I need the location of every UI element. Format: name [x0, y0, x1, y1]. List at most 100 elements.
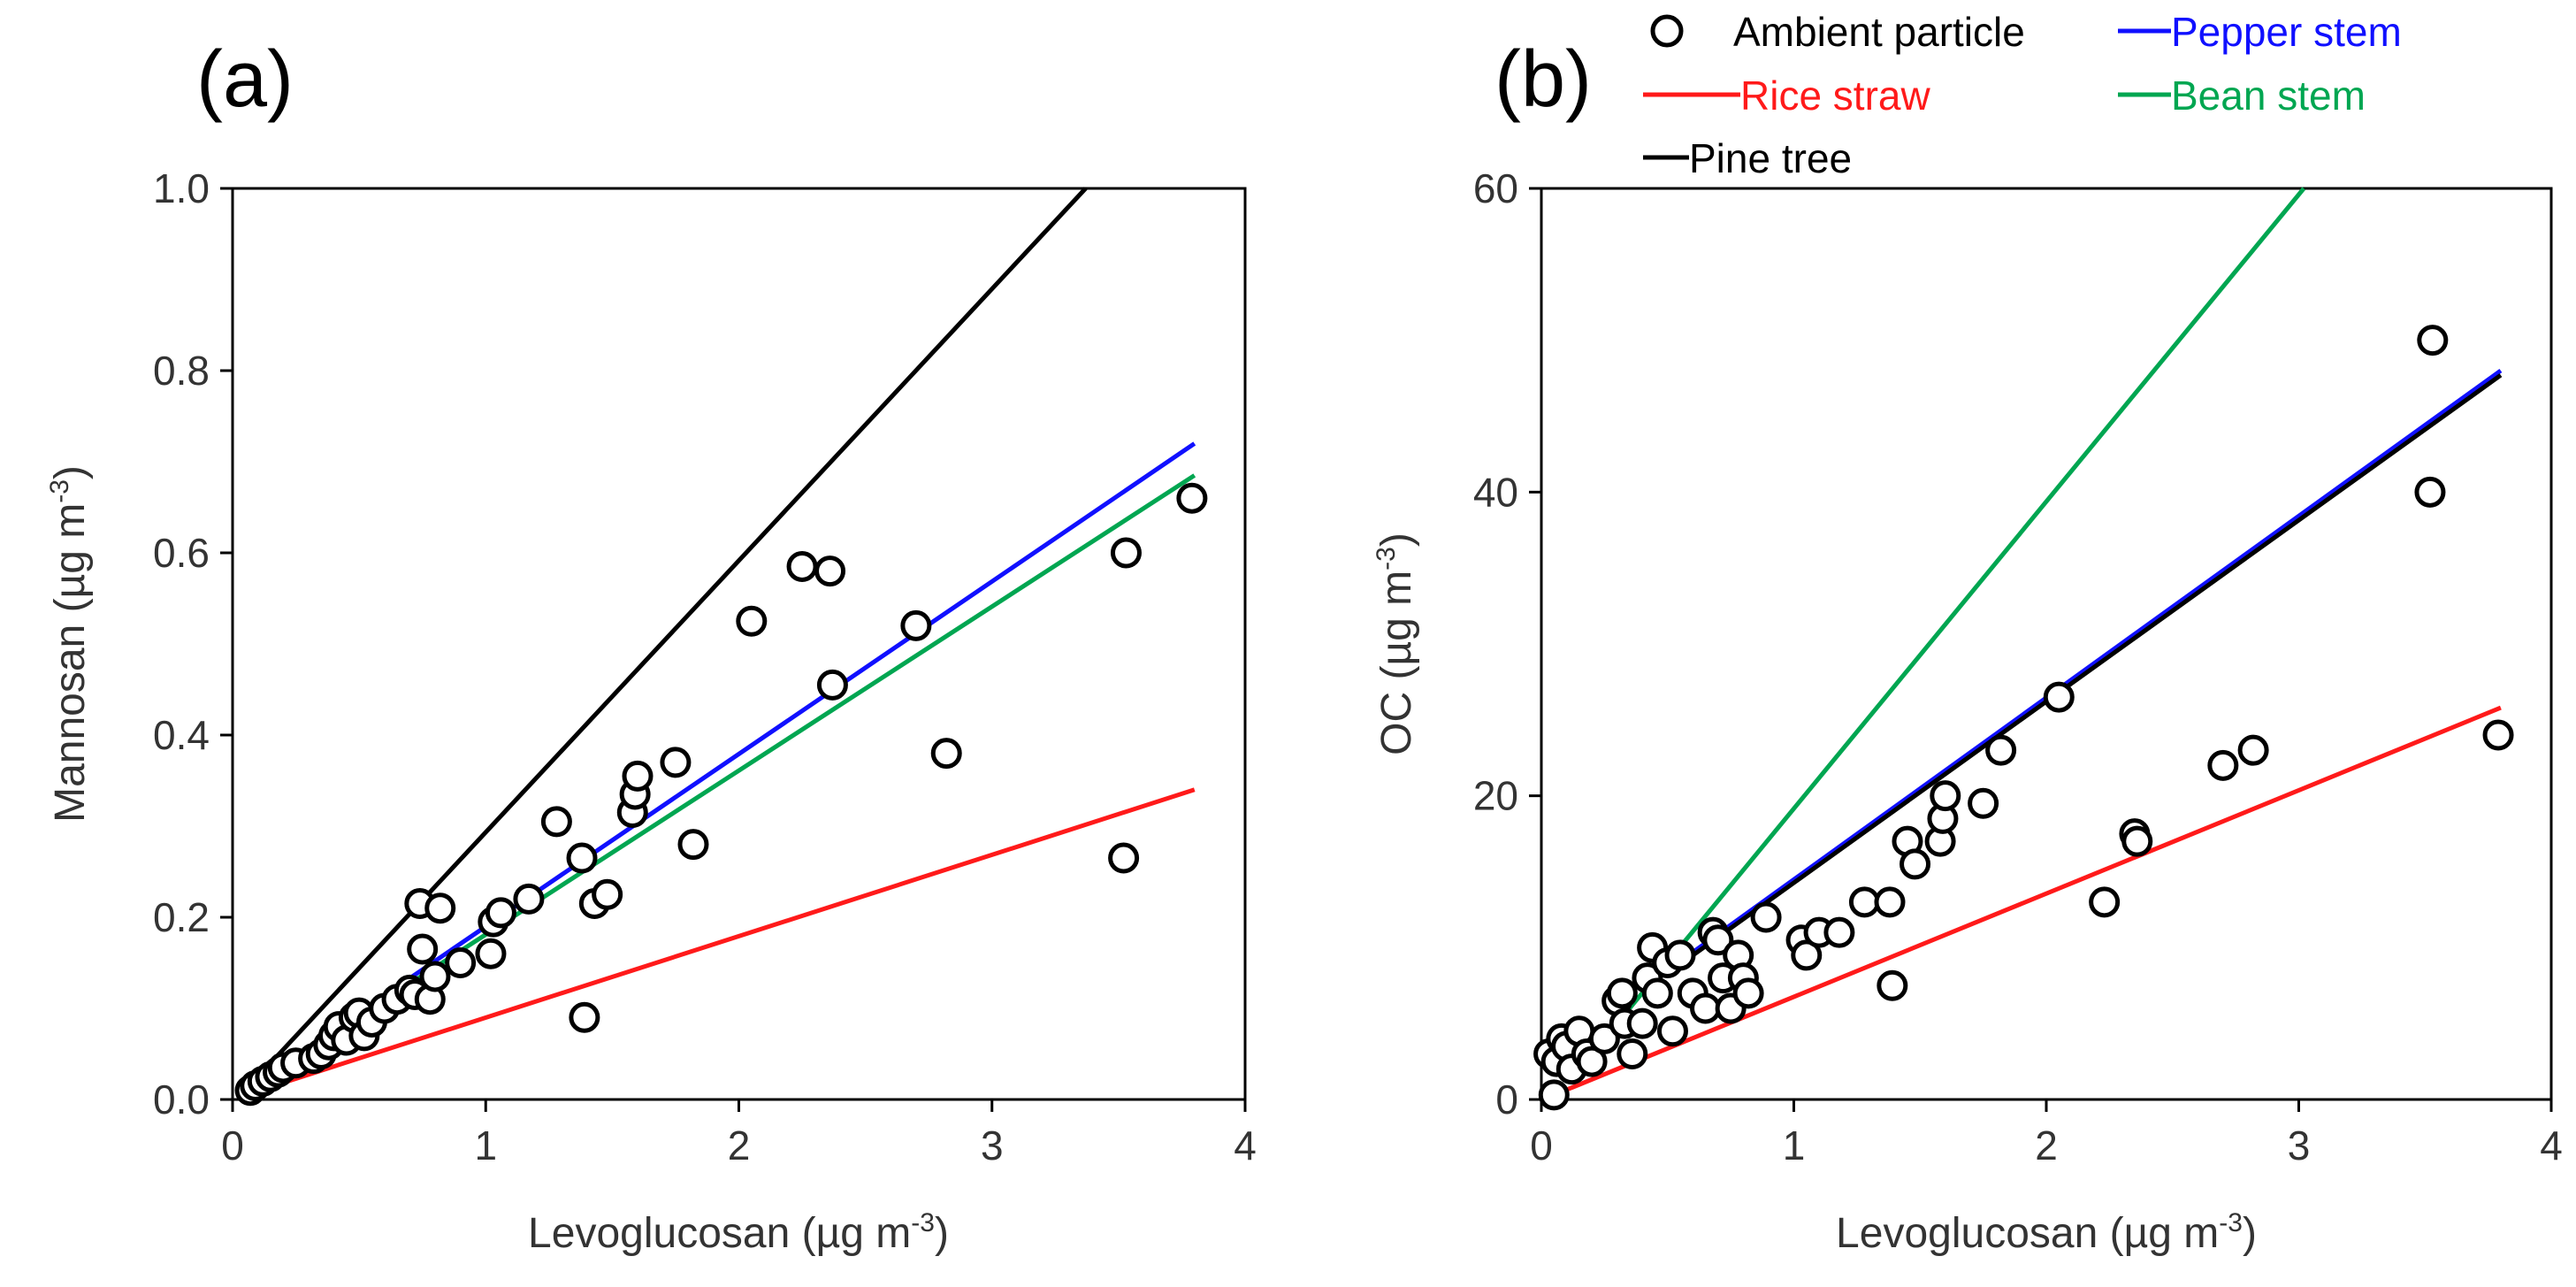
panel-a-label: (a) — [196, 35, 294, 124]
panel-a-data-point — [424, 892, 456, 924]
panel-a-line-rice-straw — [244, 787, 1196, 1098]
panel-a-data-point — [814, 555, 846, 587]
panel-b-data-point — [1576, 1046, 1608, 1077]
panel-a-y-tick-label: 0.8 — [153, 348, 210, 394]
panel-a-points — [234, 482, 1208, 1107]
panel-b-data-point — [2417, 325, 2449, 356]
panel-b-data-point — [2121, 825, 2153, 857]
panel-b-data-point — [1750, 901, 1782, 933]
panel-a-data-point — [786, 550, 818, 582]
panel-b-line-pine-tree — [1666, 373, 2503, 976]
panel-a-ylabel: Mannosan (µg m-3) — [45, 465, 94, 823]
legend-label-pine-tree: Pine tree — [1689, 135, 1852, 181]
panel-b-y-tick-label: 0 — [1495, 1076, 1518, 1122]
panel-a-data-point — [1108, 842, 1140, 874]
panel-b-ylabel: OC (µg m-3) — [1372, 532, 1420, 755]
panel-a-data-point — [736, 605, 768, 637]
panel-a-x-tick-label: 0 — [221, 1122, 244, 1168]
panel-a-y-tick-label: 1.0 — [153, 165, 210, 211]
panel-b-x-tick-label: 4 — [2540, 1122, 2563, 1168]
panel-b-y-ticks: 0 20 40 60 — [1473, 165, 1541, 1122]
panel-b-line-pepper-stem — [1666, 368, 2503, 973]
panel-a-data-point — [569, 1001, 600, 1033]
panel-a-xlabel: Levoglucosan (µg m-3) — [528, 1208, 949, 1257]
panel-a-y-tick-label: 0.6 — [153, 530, 210, 576]
panel-b-data-point — [1606, 977, 1638, 1009]
legend-label-ambient-particle: Ambient particle — [1733, 9, 2025, 55]
panel-b-data-point — [1874, 886, 1906, 918]
panel-b-data-point — [1877, 969, 1908, 1001]
panel-b-data-point — [2237, 734, 2269, 766]
panel-b-data-point — [1791, 939, 1823, 971]
panel-b-data-point — [1538, 1079, 1570, 1111]
panel-b-data-point — [1930, 780, 1961, 812]
panel-b-data-point — [2482, 719, 2514, 751]
panel-b-fit-lines — [1553, 187, 2503, 1098]
panel-a-y-tick-label: 0.2 — [153, 894, 210, 940]
panel-b-data-point — [1985, 734, 2017, 766]
panel-b-data-point — [2414, 476, 2446, 508]
panel-b-data-point — [1617, 1038, 1648, 1069]
panel-b-data-point — [1641, 977, 1673, 1009]
panel-a-data-point — [419, 961, 451, 992]
panel-a-y-tick-label: 0.4 — [153, 712, 210, 758]
legend-marker-ambient-particle — [1650, 14, 1684, 48]
panel-a-data-point — [407, 933, 439, 965]
panel-a-x-ticks: 0 1 2 3 4 — [221, 1099, 1257, 1168]
legend-label-pepper-stem: Pepper stem — [2171, 9, 2402, 55]
panel-a-data-point — [540, 806, 572, 838]
panel-a-fit-lines — [243, 187, 1196, 1098]
panel-b-data-point — [1626, 1007, 1658, 1039]
panel-a-plot-frame — [231, 187, 1247, 1101]
panel-b-data-point — [1823, 916, 1855, 948]
panel-b-y-tick-label: 40 — [1473, 469, 1518, 515]
panel-b-y-tick-label: 60 — [1473, 165, 1518, 211]
panel-b-points — [1533, 325, 2514, 1111]
panel-a-x-tick-label: 1 — [474, 1122, 497, 1168]
panel-a-y-tick-label: 0.0 — [153, 1076, 210, 1122]
panel-a-data-point — [566, 842, 598, 874]
legend: Ambient particle Pepper stem Rice straw … — [1643, 9, 2402, 181]
legend-label-bean-stem: Bean stem — [2171, 73, 2366, 119]
panel-a-data-point — [900, 609, 932, 641]
panel-b-data-point — [1702, 924, 1734, 956]
panel-b-line-rice-straw — [1553, 705, 2502, 1098]
panel-a-data-point — [592, 878, 623, 910]
panel-b-data-point — [1900, 848, 1931, 880]
panel-b-x-tick-label: 0 — [1530, 1122, 1553, 1168]
panel-a-data-point — [660, 747, 692, 778]
panel-a-data-point — [1110, 537, 1142, 569]
panel-b-data-point — [1664, 939, 1696, 971]
legend-label-rice-straw: Rice straw — [1740, 73, 1930, 119]
panel-b-data-point — [1588, 1023, 1620, 1054]
panel-b-line-bean-stem — [1615, 187, 2306, 1025]
panel-a-data-point — [485, 897, 516, 929]
panel-b-data-point — [1690, 992, 1722, 1024]
panel-b-data-point — [2089, 886, 2121, 918]
panel-a-chart: (a) 0 1 2 3 4 0.0 0.2 0.4 0.6 0.8 1.0 Levoglucosa… — [45, 35, 1257, 1257]
panel-a-x-tick-label: 3 — [981, 1122, 1004, 1168]
panel-b-x-tick-label: 2 — [2035, 1122, 2058, 1168]
panel-b-y-tick-label: 20 — [1473, 773, 1518, 819]
panel-b-data-point — [2207, 749, 2239, 781]
panel-a-data-point — [1176, 482, 1208, 514]
panel-b-x-tick-label: 1 — [1783, 1122, 1806, 1168]
panel-b-x-ticks: 0 1 2 3 4 — [1530, 1099, 2563, 1168]
panel-b-data-point — [1732, 977, 1764, 1009]
panel-a-x-tick-label: 4 — [1234, 1122, 1257, 1168]
panel-b-x-tick-label: 3 — [2288, 1122, 2311, 1168]
panel-b-data-point — [1656, 1015, 1688, 1047]
panel-a-data-point — [816, 669, 848, 701]
panel-b-data-point — [1968, 787, 1999, 819]
panel-a-data-point — [475, 938, 507, 969]
panel-a-line-pine-tree — [243, 187, 1088, 1092]
panel-b-data-point — [1848, 886, 1880, 918]
panel-b-xlabel: Levoglucosan (µg m-3) — [1836, 1208, 2257, 1257]
panel-a-data-point — [677, 829, 709, 861]
panel-b-label: (b) — [1494, 35, 1592, 124]
panel-a-y-ticks: 0.0 0.2 0.4 0.6 0.8 1.0 — [153, 165, 233, 1122]
panel-b-data-point — [2043, 681, 2075, 713]
panel-a-x-tick-label: 2 — [728, 1122, 751, 1168]
